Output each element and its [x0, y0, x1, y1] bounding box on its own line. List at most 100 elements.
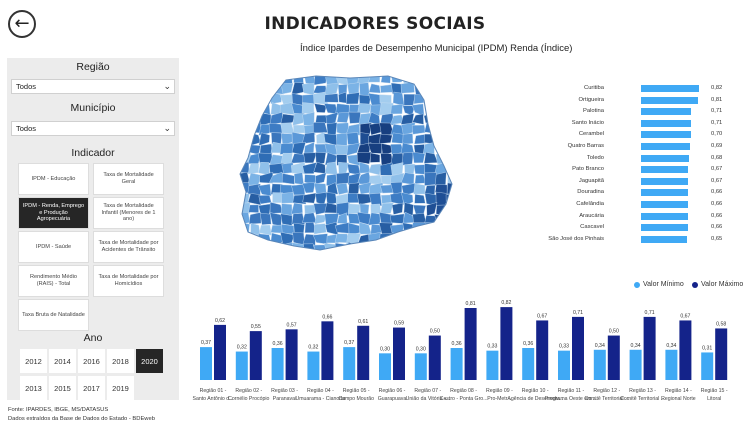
regiao-value: Todos	[16, 82, 37, 91]
municipio-bar[interactable]	[641, 224, 688, 232]
municipio-region	[412, 232, 425, 244]
region-tick-label: Campo Mourão	[338, 396, 374, 402]
region-tick-label: Agência de Desenvolv...	[507, 396, 563, 402]
municipio-region	[403, 254, 414, 258]
ano-option[interactable]: 2013	[20, 376, 47, 400]
bar-min[interactable]	[343, 347, 356, 380]
ano-option[interactable]: 2012	[20, 349, 47, 373]
bar-max[interactable]	[285, 329, 298, 380]
map-title: Índice Ipardes de Desempenho Municipal (…	[300, 43, 573, 54]
ano-option[interactable]: 2014	[49, 349, 76, 373]
municipio-region	[381, 242, 394, 250]
bar-max[interactable]	[357, 325, 370, 380]
municipio-region	[327, 182, 339, 195]
municipio-bar[interactable]	[641, 154, 690, 162]
bar-max[interactable]	[572, 316, 584, 380]
bar-max[interactable]	[715, 328, 728, 380]
bar-min[interactable]	[414, 353, 427, 380]
bar-min[interactable]	[450, 348, 463, 380]
indicador-option[interactable]: IPDM - Educação	[18, 163, 89, 195]
ano-option[interactable]: 2017	[78, 376, 105, 400]
municipio-bar[interactable]	[641, 212, 688, 220]
bar-max-label: 0,81	[466, 301, 476, 307]
bar-max[interactable]	[214, 324, 226, 380]
parana-map[interactable]	[238, 74, 460, 258]
bar-max[interactable]	[536, 320, 549, 380]
bar-min[interactable]	[701, 352, 714, 380]
indicador-option[interactable]: Taxa Bruta de Natalidade	[18, 299, 89, 331]
municipio-region	[390, 76, 405, 83]
bar-max[interactable]	[643, 316, 656, 380]
municipio-bar[interactable]	[641, 189, 688, 197]
municipio-region	[434, 223, 448, 233]
municipio-region	[290, 202, 303, 215]
municipio-bar[interactable]	[641, 177, 689, 185]
bar-max[interactable]	[500, 307, 513, 380]
municipio-bar[interactable]	[641, 143, 690, 150]
municipio-region	[425, 82, 437, 94]
ano-option[interactable]: 2020	[136, 349, 163, 373]
bar-max[interactable]	[464, 308, 477, 380]
municipio-region	[247, 163, 260, 175]
municipio-region	[249, 82, 260, 95]
municipio-region	[445, 82, 452, 97]
footer-data: Dados extraídos da Base de Dados do Esta…	[8, 416, 155, 422]
municipio-region	[240, 103, 251, 116]
municipio-bar[interactable]	[641, 201, 688, 208]
ano-option[interactable]: 2016	[78, 349, 105, 373]
municipio-bar[interactable]	[641, 108, 692, 116]
municipio-region	[356, 171, 372, 185]
bar-min-label: 0,36	[452, 341, 462, 347]
indicador-option[interactable]: Taxa de Mortalidade Geral	[93, 163, 164, 195]
bar-max[interactable]	[321, 321, 334, 380]
region-tick-label: Litoral	[707, 396, 721, 402]
region-tick-label: Região 07 -	[414, 388, 441, 394]
municipio-region	[425, 222, 439, 235]
region-tick-label: Regional Norte	[661, 396, 696, 402]
bar-max[interactable]	[393, 327, 405, 380]
bar-max[interactable]	[428, 335, 441, 380]
municipio-region	[426, 202, 438, 217]
indicador-option[interactable]: Taxa de Mortalidade por Acidentes de Trâ…	[93, 231, 164, 263]
ano-option[interactable]: 2018	[107, 349, 134, 373]
municipio-bar[interactable]	[641, 119, 692, 127]
bar-min[interactable]	[558, 350, 570, 380]
bar-min[interactable]	[307, 351, 320, 380]
ano-option[interactable]: 2015	[49, 376, 76, 400]
municipio-region	[458, 74, 460, 85]
bar-min[interactable]	[486, 350, 499, 380]
municipio-region	[271, 255, 282, 258]
bar-min[interactable]	[593, 349, 606, 380]
back-button[interactable]: ←	[8, 10, 36, 38]
municipio-value: 0,66	[711, 189, 723, 196]
bar-min[interactable]	[629, 349, 642, 380]
bar-min[interactable]	[271, 348, 284, 380]
bar-max[interactable]	[249, 331, 262, 380]
bar-min[interactable]	[665, 349, 678, 380]
municipio-region	[302, 212, 317, 223]
bar-max[interactable]	[679, 320, 692, 380]
municipio-select[interactable]: Todos ⌄	[11, 121, 175, 136]
legend-max-swatch	[692, 281, 698, 288]
municipio-row: Ortigueira 0,81	[566, 96, 736, 105]
municipio-region	[435, 252, 448, 258]
municipio-region	[445, 212, 452, 224]
bar-max[interactable]	[607, 335, 620, 380]
municipio-bar[interactable]	[641, 85, 699, 92]
regiao-select[interactable]: Todos ⌄	[11, 79, 175, 94]
bar-min[interactable]	[200, 347, 212, 380]
municipio-bar[interactable]	[641, 96, 699, 104]
indicador-option[interactable]: Rendimento Médio (RAIS) - Total	[18, 265, 89, 297]
indicador-option[interactable]: Taxa de Mortalidade Infantil (Menores de…	[93, 197, 164, 229]
bar-min[interactable]	[522, 348, 535, 380]
municipio-bar[interactable]	[641, 235, 687, 243]
bar-min[interactable]	[379, 353, 391, 380]
municipio-bar[interactable]	[641, 166, 689, 174]
municipio-bar[interactable]	[641, 131, 691, 139]
ano-option[interactable]: 2019	[107, 376, 134, 400]
indicador-option[interactable]: IPDM - Saúde	[18, 231, 89, 263]
indicador-option[interactable]: Taxa de Mortalidade por Homicídios	[93, 265, 164, 297]
bar-min[interactable]	[235, 351, 248, 380]
indicador-option[interactable]: IPDM - Renda, Emprego e Produção Agropec…	[18, 197, 89, 229]
municipio-value: 0,81	[711, 96, 723, 103]
